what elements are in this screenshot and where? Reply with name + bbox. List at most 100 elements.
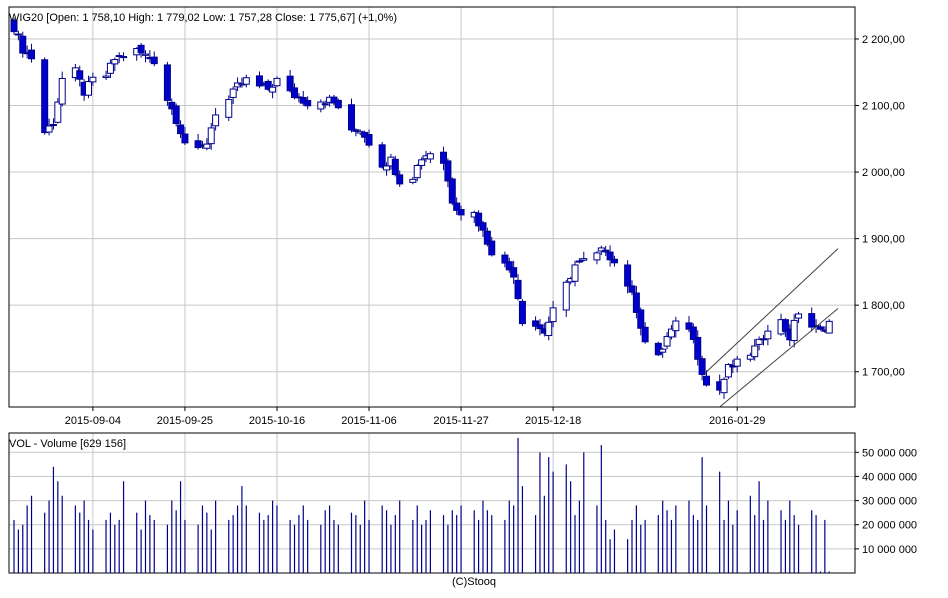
candle-up <box>273 77 281 87</box>
candle-down <box>536 324 544 330</box>
candle-down <box>286 75 294 92</box>
candle-up <box>672 320 680 332</box>
candle-up <box>317 101 325 110</box>
price-x-tick-label: 2015-09-25 <box>157 415 213 427</box>
price-x-axis: 2015-09-04 2015-09-25 2015-10-16 2015-11-06… <box>65 407 765 427</box>
candle-up <box>746 354 754 360</box>
price-y-axis: 2 200,00 2 100,00 2 000,00 1 900,00 1 800,00… <box>855 34 905 379</box>
candle-up <box>102 75 110 78</box>
candle-down <box>816 326 824 330</box>
candle-down <box>610 258 618 264</box>
price-y-tick-label: 1 900,00 <box>862 234 905 246</box>
candle-down <box>457 209 465 216</box>
candle-down <box>291 87 299 99</box>
candle-up <box>242 77 250 85</box>
candle-down <box>264 80 272 90</box>
trend-channel <box>706 248 839 408</box>
candle-up <box>212 114 220 127</box>
volume-y-tick-label: 50 000 000 <box>862 447 917 459</box>
candle-down <box>255 75 263 87</box>
candle-up <box>418 159 426 166</box>
price-panel-header: WIG20 [Open: 1 758,10 High: 1 779,02 Low… <box>9 12 397 24</box>
candle-up <box>269 86 277 93</box>
candle-down <box>694 336 702 360</box>
candle-down <box>440 151 448 164</box>
candle-up <box>321 103 329 106</box>
volume-y-tick-label: 30 000 000 <box>862 496 917 508</box>
candle-down <box>137 44 145 54</box>
price-y-tick-label: 1 800,00 <box>862 300 905 312</box>
price-x-tick-label: 2015-11-06 <box>341 415 396 427</box>
candle-up <box>89 76 97 83</box>
candlestick-series <box>10 17 833 399</box>
candle-down <box>514 279 522 300</box>
candle-down <box>641 326 649 343</box>
candle-up <box>58 78 66 105</box>
volume-y-tick-label: 10 000 000 <box>862 544 917 556</box>
candle-down <box>28 49 36 60</box>
footer-credit: (C)Stooq <box>451 576 497 588</box>
candle-up <box>764 330 772 340</box>
candle-up <box>724 364 732 378</box>
candle-up <box>575 260 583 263</box>
candle-up <box>825 320 833 334</box>
candle-up <box>580 258 588 261</box>
candle-down <box>172 105 180 124</box>
candle-down <box>479 222 487 231</box>
candle-up <box>545 321 553 337</box>
candle-up <box>383 165 391 171</box>
candle-down <box>628 285 636 293</box>
trend-line-lower <box>719 308 839 408</box>
candle-up <box>562 281 570 311</box>
candle-up <box>203 143 211 149</box>
candle-down <box>501 254 509 264</box>
candle-up <box>593 252 601 261</box>
candle-down <box>518 300 526 325</box>
candle-down <box>347 104 355 131</box>
candle-down <box>304 99 312 107</box>
candle-down <box>150 56 158 65</box>
price-y-tick-label: 2 100,00 <box>862 101 905 113</box>
candle-down <box>448 178 456 204</box>
candle-down <box>781 319 789 332</box>
candle-down <box>632 292 640 313</box>
candle-up <box>790 319 798 342</box>
candle-up <box>54 101 62 123</box>
candle-down <box>163 64 171 101</box>
candle-down <box>510 267 518 278</box>
candle-down <box>76 70 84 80</box>
candle-down <box>352 129 360 132</box>
candle-up <box>120 56 128 59</box>
candle-down <box>396 174 404 185</box>
candle-down <box>19 35 27 54</box>
trend-line-upper <box>706 248 839 373</box>
candle-down <box>606 251 614 261</box>
candle-up <box>663 335 671 347</box>
volume-y-tick-label: 40 000 000 <box>862 471 917 483</box>
candle-up <box>549 307 557 323</box>
candle-up <box>571 264 579 282</box>
candle-down <box>685 322 693 330</box>
candle-down <box>391 158 399 176</box>
volume-y-axis: 50 000 000 40 000 000 30 000 000 20 000 000… <box>855 447 917 556</box>
candle-down <box>698 358 706 375</box>
price-x-tick-label: 2015-09-04 <box>65 415 121 427</box>
candle-down <box>453 202 461 211</box>
candle-down <box>194 140 202 149</box>
candle-down <box>488 240 496 256</box>
candle-down <box>624 264 632 287</box>
candle-up <box>659 348 667 353</box>
candle-up <box>426 153 434 160</box>
candle-down <box>181 133 189 144</box>
candle-down <box>602 249 610 253</box>
price-y-tick-label: 2 000,00 <box>862 167 905 179</box>
candle-down <box>532 320 540 327</box>
candle-up <box>207 127 215 145</box>
price-y-tick-label: 1 700,00 <box>862 367 905 379</box>
candle-up <box>14 33 22 36</box>
candle-down <box>444 160 452 182</box>
candle-down <box>808 313 816 328</box>
candle-up <box>667 328 675 338</box>
volume-panel-frame <box>8 432 856 574</box>
